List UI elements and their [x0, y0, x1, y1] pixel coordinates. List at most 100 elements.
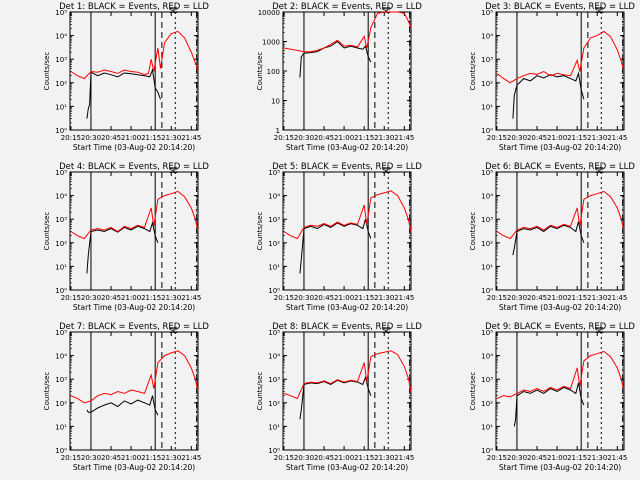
panel-title: Det 6: BLACK = Events, RED = LLD [485, 162, 635, 172]
y-tick-label: 10² [55, 240, 67, 248]
panel-title: Det 2: BLACK = Events, RED = LLD [272, 2, 422, 12]
x-axis-label: Start Time (03-Aug-02 20:14:20) [499, 143, 621, 152]
x-tick-label: 20:15 [487, 454, 507, 462]
y-tick-label: 10¹ [268, 423, 280, 431]
marker-label-s: S [595, 166, 600, 175]
x-tick-label: 20:45 [527, 134, 547, 142]
series-events-line [86, 220, 159, 274]
y-tick-label: 10² [268, 240, 280, 248]
x-tick-label: 21:00 [547, 134, 567, 142]
x-tick-label: 20:45 [101, 294, 121, 302]
x-tick-label: 21:15 [354, 454, 374, 462]
x-tick-label: 21:30 [587, 134, 607, 142]
x-tick-label: 21:00 [121, 454, 141, 462]
y-tick-label: 10⁵ [481, 9, 493, 17]
panel-title: Det 1: BLACK = Events, RED = LLD [59, 2, 209, 12]
x-tick-label: 21:45 [607, 454, 627, 462]
marker-label-e: E [599, 6, 604, 15]
y-tick-label: 10⁴ [481, 353, 493, 361]
y-tick-label: 10⁵ [268, 169, 280, 177]
x-tick-label: 21:45 [607, 294, 627, 302]
y-tick-label: 10¹ [55, 423, 67, 431]
marker-label-e: E [173, 6, 178, 15]
x-tick-label: 20:15 [487, 134, 507, 142]
y-tick-label: 10⁰ [481, 127, 493, 135]
x-tick-label: 21:00 [334, 454, 354, 462]
marker-label-e: E [386, 166, 391, 175]
y-tick-label: 10² [55, 400, 67, 408]
x-tick-label: 21:00 [334, 134, 354, 142]
series-events-line [299, 219, 372, 274]
x-tick-label: 21:30 [161, 454, 181, 462]
marker-label-e: E [173, 326, 178, 335]
series-lld-line [496, 350, 625, 400]
y-tick-label: 1000 [262, 39, 280, 47]
detector-panel-3: Det 3: BLACK = Events, RED = LLD 10⁰ 10¹ 10… [469, 2, 635, 152]
x-axis-label: Start Time (03-Aug-02 20:14:20) [499, 463, 621, 472]
y-tick-label: 10³ [481, 56, 493, 64]
y-tick-label: 10⁴ [481, 33, 493, 41]
x-tick-label: 21:00 [547, 294, 567, 302]
y-tick-label: 10¹ [481, 263, 493, 271]
y-tick-label: 10³ [268, 216, 280, 224]
marker-label-s: S [169, 166, 174, 175]
plot-frame [282, 331, 412, 451]
x-tick-label: 21:15 [567, 294, 587, 302]
y-tick-label: 10¹ [481, 423, 493, 431]
detector-panel-5: Det 5: BLACK = Events, RED = LLD 10⁰ 10¹ 10… [256, 162, 422, 312]
plot-frame [495, 11, 625, 131]
plot-frame [282, 11, 412, 131]
x-axis-label: Start Time (03-Aug-02 20:14:20) [73, 143, 195, 152]
series-lld-line [496, 30, 625, 84]
x-tick-label: 21:15 [141, 454, 161, 462]
y-tick-label: 10000 [258, 9, 280, 17]
x-tick-label: 21:30 [161, 134, 181, 142]
y-tick-label: 10⁴ [268, 193, 280, 201]
x-tick-label: 20:30 [81, 134, 101, 142]
detector-panel-6: Det 6: BLACK = Events, RED = LLD 10⁰ 10¹ 10… [469, 162, 635, 312]
x-axis-label: Start Time (03-Aug-02 20:14:20) [286, 143, 408, 152]
x-tick-label: 20:30 [507, 134, 527, 142]
y-axis-label: Counts/sec [469, 372, 477, 411]
panel-title: Det 8: BLACK = Events, RED = LLD [272, 322, 422, 332]
x-axis-label: Start Time (03-Aug-02 20:14:20) [73, 463, 195, 472]
y-tick-label: 10⁴ [55, 193, 67, 201]
marker-label-e: E [599, 166, 604, 175]
y-tick-label: 10⁵ [268, 329, 280, 337]
x-tick-label: 20:30 [294, 134, 314, 142]
marker-label-s: S [382, 6, 387, 15]
series-lld-line [70, 30, 199, 80]
marker-label-s: S [382, 326, 387, 335]
y-tick-label: 1 [276, 127, 280, 135]
x-tick-label: 20:45 [527, 294, 547, 302]
marker-label-s: S [595, 6, 600, 15]
detector-panel-8: Det 8: BLACK = Events, RED = LLD 10⁰ 10¹ 10… [256, 322, 422, 472]
x-tick-label: 21:30 [374, 294, 394, 302]
marker-label-s: S [169, 326, 174, 335]
y-tick-label: 10⁰ [55, 287, 67, 295]
x-tick-label: 21:45 [394, 294, 414, 302]
x-tick-label: 21:15 [567, 134, 587, 142]
marker-label-e: E [173, 166, 178, 175]
y-tick-label: 10¹ [268, 263, 280, 271]
marker-label-e: E [386, 6, 391, 15]
x-tick-label: 20:30 [81, 294, 101, 302]
x-tick-label: 20:45 [527, 454, 547, 462]
y-tick-label: 10³ [481, 376, 493, 384]
y-tick-label: 10⁵ [55, 169, 67, 177]
x-tick-label: 21:45 [607, 134, 627, 142]
series-lld-line [283, 11, 412, 53]
x-tick-label: 20:15 [274, 134, 294, 142]
series-events-line [86, 395, 159, 416]
x-tick-label: 21:45 [181, 134, 201, 142]
x-tick-label: 21:15 [141, 294, 161, 302]
x-tick-label: 20:15 [487, 294, 507, 302]
detector-panel-4: Det 4: BLACK = Events, RED = LLD 10⁰ 10¹ 10… [43, 162, 209, 312]
x-tick-label: 20:30 [81, 454, 101, 462]
y-tick-label: 10³ [268, 376, 280, 384]
panel-title: Det 4: BLACK = Events, RED = LLD [59, 162, 209, 172]
y-tick-label: 10⁵ [55, 9, 67, 17]
x-tick-label: 21:30 [374, 134, 394, 142]
series-lld-line [283, 350, 412, 400]
series-events-line [513, 382, 585, 427]
